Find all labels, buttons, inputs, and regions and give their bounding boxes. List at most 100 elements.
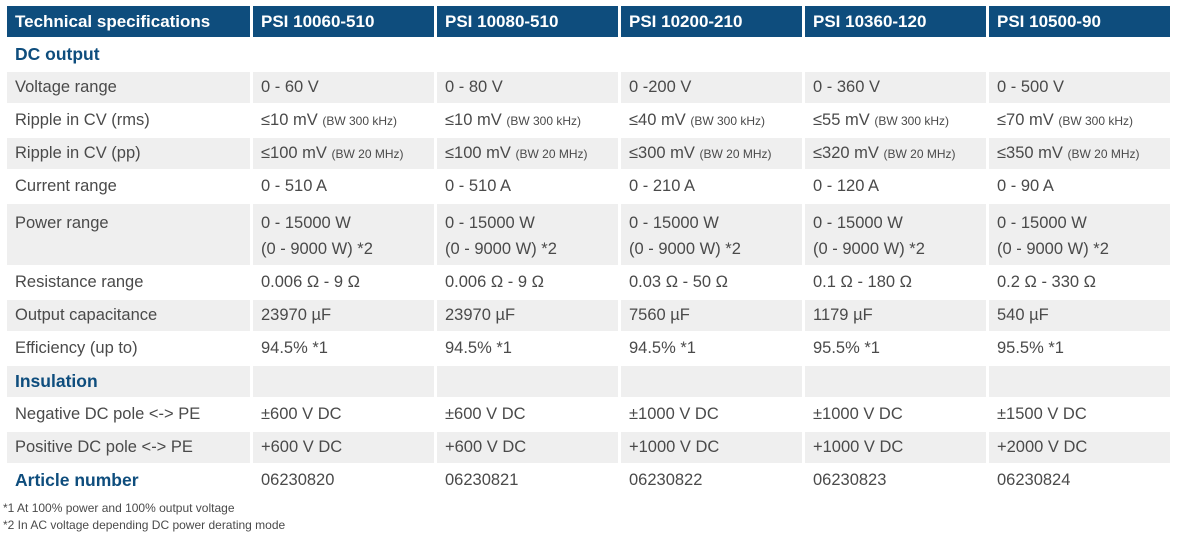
cell-line: (0 - 9000 W) *2	[813, 240, 925, 258]
table-cell: 0 - 15000 W (0 - 9000 W) *2	[253, 204, 434, 265]
table-cell: 0 - 510 A	[437, 171, 618, 202]
table-cell: ±600 V DC	[253, 399, 434, 430]
table-cell: 94.5% *1	[621, 333, 802, 364]
table-cell: +2000 V DC	[989, 432, 1170, 463]
table-cell: ≤350 mV (BW 20 MHz)	[989, 138, 1170, 169]
cell-line: (0 - 9000 W) *2	[997, 240, 1109, 258]
table-cell: 0 - 500 V	[989, 72, 1170, 103]
header-model-2: PSI 10080-510	[437, 6, 618, 37]
table-cell: 0 - 210 A	[621, 171, 802, 202]
table-cell: +1000 V DC	[621, 432, 802, 463]
cell-value: ≤55 mV	[813, 111, 870, 129]
table-cell: 1179 µF	[805, 300, 986, 331]
bandwidth-note: (BW 300 kHz)	[874, 114, 950, 128]
table-cell: +600 V DC	[253, 432, 434, 463]
table-cell: 0 - 15000 W (0 - 9000 W) *2	[437, 204, 618, 265]
section-insulation: Insulation	[7, 366, 1170, 397]
section-title-dc-output: DC output	[7, 39, 250, 70]
row-label: Resistance range	[7, 267, 250, 298]
row-label: Power range	[7, 204, 250, 265]
cell-line: 0 - 15000 W	[261, 214, 351, 232]
row-ripple-pp: Ripple in CV (pp) ≤100 mV (BW 20 MHz) ≤1…	[7, 138, 1170, 169]
table-cell: 0 - 120 A	[805, 171, 986, 202]
table-cell: 0 - 510 A	[253, 171, 434, 202]
cell-value: ≤10 mV	[445, 111, 502, 129]
cell-line: 0 - 15000 W	[629, 214, 719, 232]
section-title-article-number: Article number	[7, 465, 250, 496]
table-cell: 7560 µF	[621, 300, 802, 331]
cell-value: ≤100 mV	[261, 144, 327, 162]
table-cell: 0 - 360 V	[805, 72, 986, 103]
section-title-insulation: Insulation	[7, 366, 250, 397]
footnote-1: *1 At 100% power and 100% output voltage	[3, 501, 235, 515]
cell-value: ≤40 mV	[629, 111, 686, 129]
table-cell: 0.1 Ω - 180 Ω	[805, 267, 986, 298]
table-cell: ±1000 V DC	[805, 399, 986, 430]
bandwidth-note: (BW 300 kHz)	[506, 114, 582, 128]
row-label: Current range	[7, 171, 250, 202]
table-cell: ≤70 mV (BW 300 kHz)	[989, 105, 1170, 136]
table-cell: ≤100 mV (BW 20 MHz)	[253, 138, 434, 169]
table-cell: 0 - 15000 W (0 - 9000 W) *2	[805, 204, 986, 265]
table-cell: 0 - 60 V	[253, 72, 434, 103]
table-cell: ≤10 mV (BW 300 kHz)	[253, 105, 434, 136]
table-cell: 06230821	[437, 465, 618, 496]
table-cell: ±1500 V DC	[989, 399, 1170, 430]
header-model-3: PSI 10200-210	[621, 6, 802, 37]
specifications-table: Technical specifications PSI 10060-510 P…	[4, 4, 1173, 498]
row-voltage-range: Voltage range 0 - 60 V 0 - 80 V 0 -200 V…	[7, 72, 1170, 103]
row-output-capacitance: Output capacitance 23970 µF 23970 µF 756…	[7, 300, 1170, 331]
cell-value: ≤350 mV	[997, 144, 1063, 162]
table-cell: 95.5% *1	[805, 333, 986, 364]
cell-line: (0 - 9000 W) *2	[445, 240, 557, 258]
bandwidth-note: (BW 20 MHz)	[699, 147, 772, 161]
table-cell: +600 V DC	[437, 432, 618, 463]
row-positive-dc-pole: Positive DC pole <-> PE +600 V DC +600 V…	[7, 432, 1170, 463]
table-cell: ±600 V DC	[437, 399, 618, 430]
row-label: Ripple in CV (rms)	[7, 105, 250, 136]
bandwidth-note: (BW 20 MHz)	[883, 147, 956, 161]
table-cell: ≤300 mV (BW 20 MHz)	[621, 138, 802, 169]
table-cell: 94.5% *1	[253, 333, 434, 364]
table-cell: +1000 V DC	[805, 432, 986, 463]
table-cell: 540 µF	[989, 300, 1170, 331]
table-cell: 0.2 Ω - 330 Ω	[989, 267, 1170, 298]
table-cell: ≤100 mV (BW 20 MHz)	[437, 138, 618, 169]
table-cell: 94.5% *1	[437, 333, 618, 364]
cell-line: (0 - 9000 W) *2	[629, 240, 741, 258]
row-negative-dc-pole: Negative DC pole <-> PE ±600 V DC ±600 V…	[7, 399, 1170, 430]
table-cell: 06230820	[253, 465, 434, 496]
bandwidth-note: (BW 20 MHz)	[331, 147, 404, 161]
cell-value: ≤70 mV	[997, 111, 1054, 129]
table-cell: 06230824	[989, 465, 1170, 496]
bandwidth-note: (BW 300 kHz)	[690, 114, 766, 128]
table-cell: ≤320 mV (BW 20 MHz)	[805, 138, 986, 169]
table-cell: 06230823	[805, 465, 986, 496]
row-article-number: Article number 06230820 06230821 0623082…	[7, 465, 1170, 496]
table-cell: 0 -200 V	[621, 72, 802, 103]
section-dc-output: DC output	[7, 39, 1170, 70]
table-cell: 0.006 Ω - 9 Ω	[437, 267, 618, 298]
table-cell: 0.03 Ω - 50 Ω	[621, 267, 802, 298]
table-cell: ≤55 mV (BW 300 kHz)	[805, 105, 986, 136]
table-cell: 0.006 Ω - 9 Ω	[253, 267, 434, 298]
table-cell: ±1000 V DC	[621, 399, 802, 430]
table-cell: 95.5% *1	[989, 333, 1170, 364]
row-power-range: Power range 0 - 15000 W (0 - 9000 W) *2 0…	[7, 204, 1170, 265]
cell-line: 0 - 15000 W	[997, 214, 1087, 232]
table-cell: 23970 µF	[437, 300, 618, 331]
table-cell: 0 - 80 V	[437, 72, 618, 103]
row-efficiency: Efficiency (up to) 94.5% *1 94.5% *1 94.…	[7, 333, 1170, 364]
table-cell: ≤40 mV (BW 300 kHz)	[621, 105, 802, 136]
table-cell: 06230822	[621, 465, 802, 496]
cell-value: ≤100 mV	[445, 144, 511, 162]
cell-line: 0 - 15000 W	[813, 214, 903, 232]
row-label: Output capacitance	[7, 300, 250, 331]
row-ripple-rms: Ripple in CV (rms) ≤10 mV (BW 300 kHz) ≤…	[7, 105, 1170, 136]
header-technical-specifications: Technical specifications	[7, 6, 250, 37]
table-cell: 0 - 15000 W (0 - 9000 W) *2	[989, 204, 1170, 265]
table-cell: 23970 µF	[253, 300, 434, 331]
table-cell: 0 - 90 A	[989, 171, 1170, 202]
row-current-range: Current range 0 - 510 A 0 - 510 A 0 - 21…	[7, 171, 1170, 202]
table-cell: 0 - 15000 W (0 - 9000 W) *2	[621, 204, 802, 265]
